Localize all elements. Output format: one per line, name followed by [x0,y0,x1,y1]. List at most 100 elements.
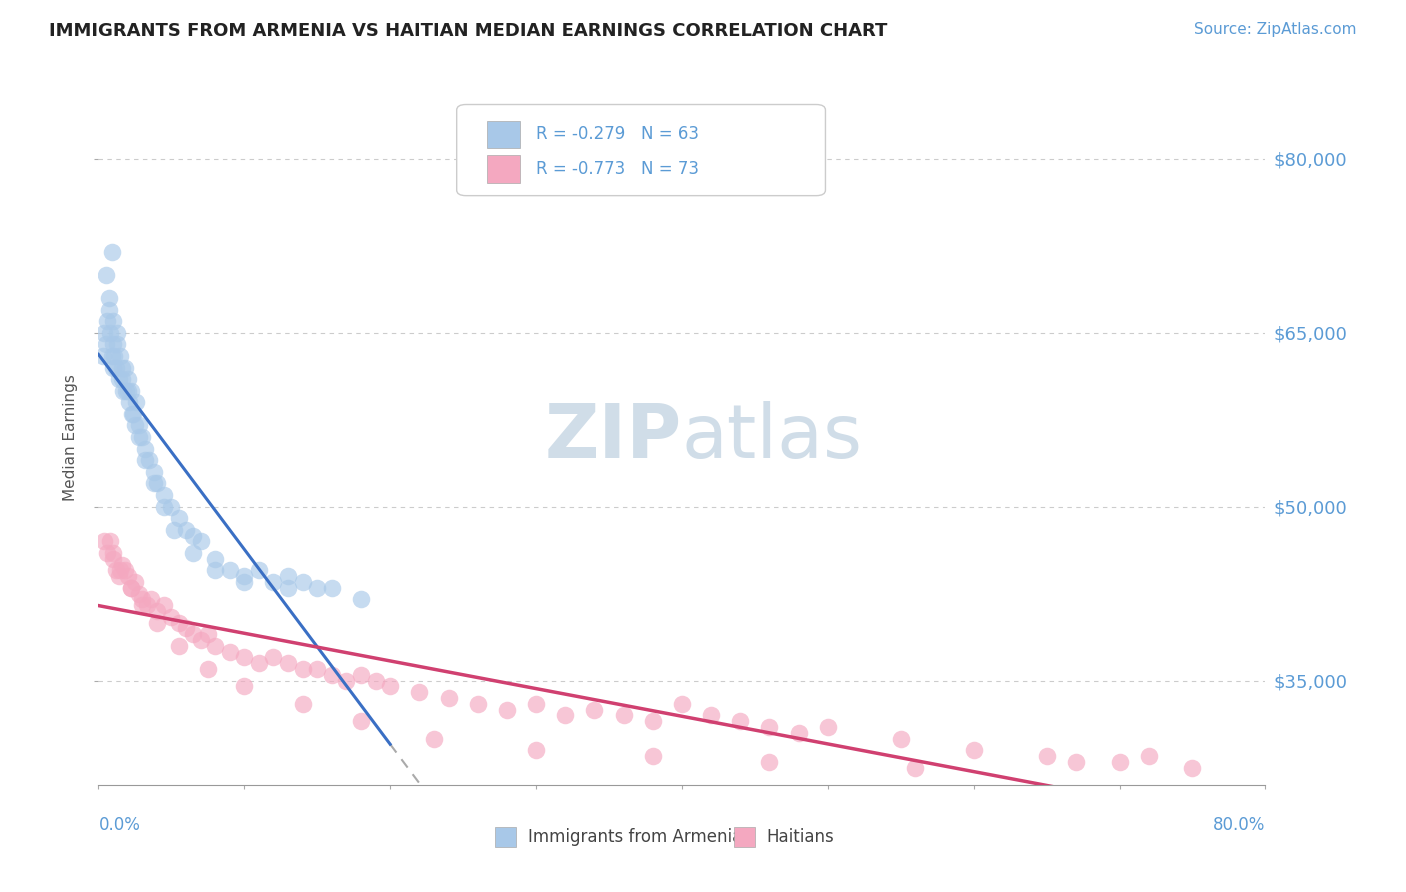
Point [277,657,299,671]
Point [583,703,606,717]
Point [350,592,373,607]
Point [128,430,150,444]
Point [131,592,153,607]
Point [153,488,176,502]
Point [263,574,285,589]
Point [153,500,176,514]
Point [233,650,256,665]
Point [117,384,139,398]
Point [134,442,156,456]
Point [131,430,153,444]
Text: ZIP: ZIP [544,401,682,474]
Point [181,627,204,641]
FancyBboxPatch shape [457,104,825,195]
Point [962,743,984,757]
Point [190,633,212,648]
Point [91,349,114,363]
Point [120,581,142,595]
Point [890,731,912,746]
Point [904,760,927,774]
Point [138,453,160,467]
Point [247,564,270,578]
Point [105,337,128,351]
Point [160,500,183,514]
Text: Haitians: Haitians [766,828,834,847]
Point [291,662,314,676]
Text: Source: ZipAtlas.com: Source: ZipAtlas.com [1194,22,1357,37]
Point [103,349,125,363]
Point [100,244,122,259]
Point [111,372,134,386]
Text: IMMIGRANTS FROM ARMENIA VS HAITIAN MEDIAN EARNINGS CORRELATION CHART: IMMIGRANTS FROM ARMENIA VS HAITIAN MEDIA… [49,22,887,40]
Point [700,708,723,723]
Point [97,291,120,305]
Point [291,697,314,711]
Point [364,673,387,688]
Point [408,685,430,699]
Point [524,697,547,711]
Point [96,314,118,328]
Point [146,615,169,630]
Text: 80.0%: 80.0% [1213,816,1265,834]
Point [114,564,136,578]
Point [350,714,373,728]
Bar [486,155,520,183]
Bar [495,828,516,847]
Point [100,349,122,363]
Point [167,511,190,525]
Text: Immigrants from Armenia: Immigrants from Armenia [527,828,742,847]
Bar [486,120,520,148]
Point [98,534,121,549]
Point [94,337,117,351]
Point [104,360,127,375]
Point [1137,749,1160,764]
Point [111,360,134,375]
Point [335,673,357,688]
Point [263,650,285,665]
Point [115,384,138,398]
Point [94,268,117,282]
Point [321,581,343,595]
Point [671,697,693,711]
Point [96,546,118,560]
Point [146,604,169,618]
Point [380,680,402,694]
Point [423,731,446,746]
Point [613,708,636,723]
Point [125,395,148,409]
Point [97,302,120,317]
Point [641,714,664,728]
Point [101,337,124,351]
Point [496,703,519,717]
Point [817,720,839,734]
Point [204,564,226,578]
Point [321,667,343,681]
Point [131,598,153,612]
Point [291,574,314,589]
Point [120,581,142,595]
Point [181,546,204,560]
Point [437,690,460,705]
Point [108,569,131,583]
Point [1108,755,1130,769]
Point [93,534,115,549]
Point [114,360,136,375]
Point [142,465,165,479]
Point [277,569,299,583]
Point [110,564,132,578]
Point [134,453,156,467]
Point [524,743,547,757]
Point [101,546,124,560]
Point [117,569,139,583]
Point [233,574,256,589]
Point [233,680,256,694]
Text: atlas: atlas [682,401,863,474]
Y-axis label: Median Earnings: Median Earnings [63,374,79,500]
Point [111,558,134,572]
Point [307,581,329,595]
Point [120,384,142,398]
Point [163,523,186,537]
Point [146,476,169,491]
Point [110,349,132,363]
Point [104,564,127,578]
